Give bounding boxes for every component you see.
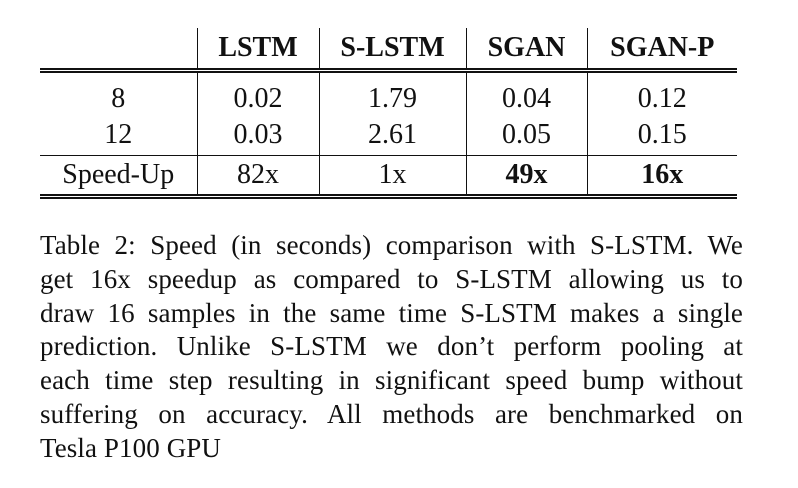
table-cell: 0.03 [196, 115, 319, 156]
table-caption: Table 2: Speed (in seconds) comparison w… [40, 229, 743, 466]
table-cell: 82x [196, 155, 319, 197]
caption-line: Table 2: Speed (in seconds) comparison w… [40, 230, 743, 260]
row-label: 8 [111, 83, 126, 114]
table-cell: 0.15 [586, 115, 737, 156]
caption-line: draw 16 samples in the same time S-LSTM … [40, 297, 743, 328]
table-row: 8 0.02 1.79 0.04 0.12 [40, 70, 737, 115]
header-cell-empty [40, 28, 197, 71]
speed-comparison-table: LSTM S-LSTM SGAN SGAN-P 8 0.02 1.79 0.04… [40, 28, 737, 199]
table-cell: 0.02 [196, 70, 319, 115]
caption-line: each time step resulting in significant … [40, 365, 743, 396]
header-cell-sgan-p: SGAN-P [586, 28, 737, 71]
table-cell: 0.12 [586, 70, 737, 115]
caption-line-last: Tesla P100 GPU [40, 432, 222, 463]
table-cell: 0.04 [465, 70, 587, 115]
speed-comparison-table-container: LSTM S-LSTM SGAN SGAN-P 8 0.02 1.79 0.04… [40, 28, 737, 199]
table-row: 12 0.03 2.61 0.05 0.15 [40, 115, 737, 156]
table-cell: 0.05 [465, 115, 587, 156]
table-cell-bold: 49x [465, 155, 587, 197]
table-cell: 1.79 [318, 70, 466, 115]
header-cell-s-lstm: S-LSTM [318, 28, 466, 71]
table-cell-bold: 16x [586, 155, 737, 197]
caption-line: prediction. Unlike S-LSTM we don’t perfo… [40, 331, 743, 362]
table-cell: 2.61 [318, 115, 466, 156]
speed-up-row: Speed-Up 82x 1x 49x 16x [40, 155, 737, 197]
header-row: LSTM S-LSTM SGAN SGAN-P [40, 28, 737, 71]
caption-line: suffering on accuracy. All methods are b… [40, 398, 743, 429]
header-cell-lstm: LSTM [196, 28, 319, 71]
header-cell-sgan: SGAN [465, 28, 587, 71]
table-body: 8 0.02 1.79 0.04 0.12 12 0.03 2.61 0.05 … [40, 70, 737, 197]
row-label: Speed-Up [62, 159, 175, 190]
row-label: 12 [104, 119, 133, 150]
table-header: LSTM S-LSTM SGAN SGAN-P [40, 28, 737, 71]
caption-line: get 16x speedup as compared to S-LSTM al… [40, 263, 743, 294]
table-cell: 1x [318, 155, 466, 197]
